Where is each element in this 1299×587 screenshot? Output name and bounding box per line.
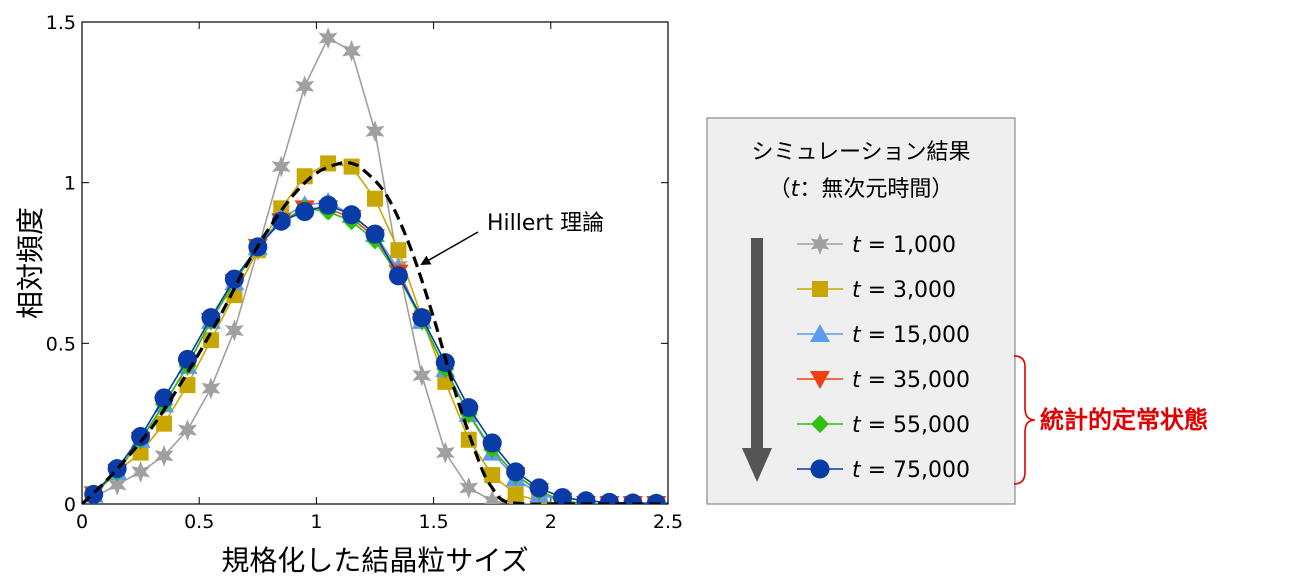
steady-state-bracket [1013,355,1036,485]
series-line [93,207,657,504]
series-diamond [84,199,666,504]
series-line [93,204,657,504]
data-point [177,419,198,442]
series-line [93,207,657,504]
data-point [459,398,479,418]
data-point [506,462,526,482]
data-point [623,493,643,504]
legend-label: t = 3,000 [852,278,956,303]
data-point [226,287,243,304]
data-point [154,444,174,467]
data-point [295,202,315,222]
y-tick-label: 0 [64,494,76,516]
legend-marker [810,324,830,342]
theory-label: Hillert 理論 [487,211,604,236]
axis-ticks: 0 0.5 1 1.5 2 2.5 0 0.5 1 1.5 [46,12,683,533]
x-tick-label: 0 [76,511,88,533]
legend-item: t = 3,000 [797,278,956,303]
legend-label: t = 15,000 [852,323,970,348]
legend-item: t = 1,000 [797,233,956,258]
plot-frame [81,21,669,505]
steady-state-label: 統計的定常状態 [1040,406,1208,434]
data-point [367,190,383,207]
legend-marker [810,459,830,479]
x-tick-label: 0.5 [184,511,214,533]
data-point [365,224,385,244]
y-tick-label: 1 [64,173,76,195]
x-tick-label: 2.5 [653,511,683,533]
data-point [201,377,221,400]
legend-label: t = 1,000 [852,233,956,258]
data-point [107,473,127,496]
y-tick-label: 0.5 [46,333,76,355]
data-point [388,266,408,286]
series-circle [84,195,666,504]
series-square [85,155,665,504]
data-point [412,364,432,387]
data-point [435,441,455,464]
theory-curve [82,160,668,504]
data-point [271,155,291,178]
y-tick-label: 1.5 [46,12,76,34]
legend-label: t = 75,000 [852,458,970,483]
theory-curve-group [82,160,668,504]
data-point [224,319,244,342]
legend-marker [812,281,828,297]
data-point [576,491,596,504]
legend-marker [810,371,830,389]
data-point [342,39,362,62]
x-tick-label: 1.5 [418,511,448,533]
data-point [459,476,479,499]
data-point [343,158,360,175]
series-group [83,27,667,504]
legend-item: t = 15,000 [797,323,970,348]
data-point [553,488,573,504]
x-axis-title: 規格化した結晶粒サイズ [221,544,528,577]
data-point [412,308,432,328]
legend-title: シミュレーション結果 [751,140,970,165]
data-point [646,493,666,504]
data-point [131,460,151,483]
data-point [482,489,502,504]
data-point [177,349,197,369]
data-point [154,388,174,408]
legend-marker [811,415,829,433]
theory-arrow [420,231,479,265]
time-arrow-shaft [751,238,763,448]
data-point [507,486,524,503]
x-tick-label: 2 [545,511,557,533]
data-point [484,467,501,484]
data-point [529,478,549,498]
legend-label: t = 35,000 [852,368,970,393]
time-arrow-head [742,448,772,482]
data-point [318,195,338,215]
data-point [365,120,385,143]
y-axis-title: 相対頻度 [14,207,47,319]
x-tick-label: 1 [310,511,322,533]
data-point [156,415,173,432]
legend-item: t = 75,000 [797,458,970,483]
series-star [84,27,666,504]
legend-label: t = 55,000 [852,413,970,438]
legend-subtitle: （t：無次元時間） [769,177,954,202]
series-line [93,36,657,504]
data-point [202,332,219,349]
legend-item: t = 35,000 [797,368,970,393]
data-point [390,242,407,259]
legend-items: t = 1,000 t = 3,000 t = 15,000 t = 35,000 t … [797,233,970,483]
legend-item: t = 55,000 [797,413,970,438]
data-point [318,27,338,50]
data-point [295,75,315,98]
legend-marker [810,233,830,255]
data-point [342,205,362,225]
data-point [599,492,619,504]
data-point [224,269,244,289]
data-point [482,433,502,453]
data-point [131,427,151,447]
